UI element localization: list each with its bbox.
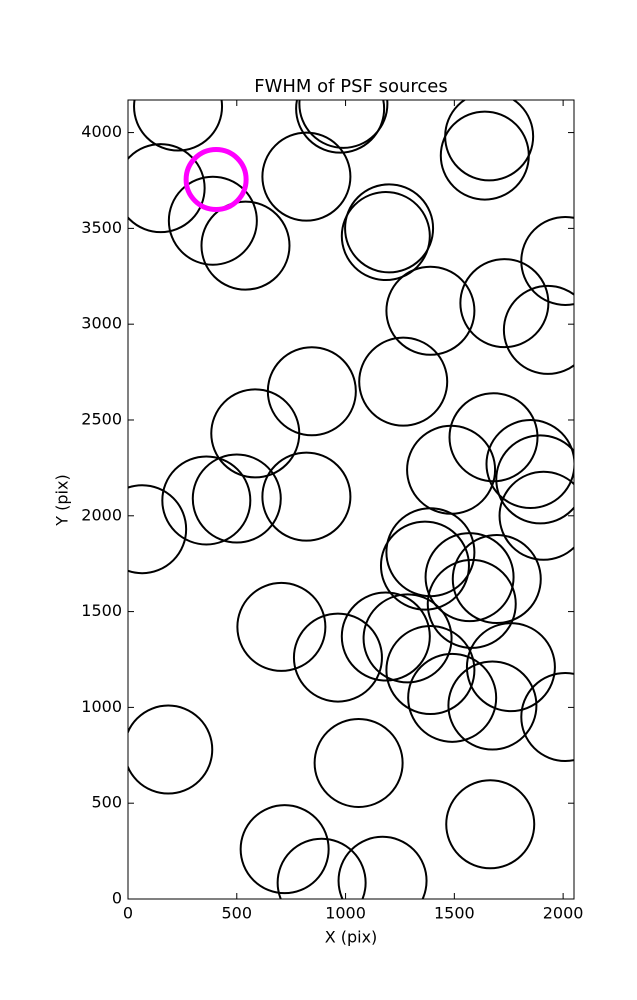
source-circle — [128, 704, 214, 795]
y-tick-label: 1500 — [81, 601, 122, 620]
plot-area — [128, 100, 574, 899]
y-tick-label: 3500 — [81, 218, 122, 237]
source-circle — [502, 284, 574, 375]
source-circle — [495, 434, 574, 525]
y-tick-label: 1000 — [81, 697, 122, 716]
source-circle — [167, 175, 258, 266]
y-tick-label: 2500 — [81, 409, 122, 428]
source-circle — [340, 591, 431, 682]
source-circle — [313, 717, 404, 808]
source-circle — [407, 652, 498, 743]
y-tick-label: 3000 — [81, 314, 122, 333]
source-circle — [344, 183, 435, 274]
source-circle — [385, 265, 476, 356]
source-circle — [451, 534, 542, 625]
source-circle — [520, 671, 574, 762]
source-circle — [459, 258, 550, 349]
y-tick-label: 0 — [112, 889, 122, 908]
source-circle — [261, 131, 352, 222]
x-tick-label: 500 — [222, 904, 253, 923]
source-circle — [236, 581, 327, 672]
x-tick-label: 2000 — [543, 904, 584, 923]
highlight-circle — [183, 147, 249, 213]
source-circle — [520, 215, 574, 306]
y-tick-label: 500 — [91, 793, 122, 812]
source-circle — [210, 388, 301, 479]
chart-title: FWHM of PSF sources — [254, 76, 448, 97]
x-axis-label: X (pix) — [325, 928, 378, 947]
source-circle — [379, 520, 470, 611]
source-circle — [337, 835, 428, 899]
source-circle — [295, 100, 386, 154]
source-circle — [498, 470, 574, 561]
source-circle — [276, 837, 367, 899]
x-tick-label: 0 — [123, 904, 133, 923]
source-circle — [298, 100, 389, 149]
y-axis-label: Y (pix) — [53, 474, 72, 526]
source-circle — [439, 110, 530, 201]
source-circle — [340, 191, 431, 282]
source-circle — [239, 804, 330, 895]
x-tick-label: 1500 — [434, 904, 475, 923]
source-circle — [261, 451, 352, 542]
source-circle — [465, 622, 556, 713]
source-circle — [445, 779, 536, 870]
source-circle — [128, 143, 206, 234]
source-circle — [200, 200, 291, 291]
source-circle — [358, 336, 449, 427]
x-tick-label: 1000 — [325, 904, 366, 923]
y-tick-label: 2000 — [81, 505, 122, 524]
source-circle — [362, 593, 453, 684]
source-circle — [133, 100, 224, 152]
source-circle — [485, 419, 574, 510]
axes-frame — [127, 99, 575, 900]
source-circle — [447, 660, 538, 751]
source-circle — [424, 532, 515, 623]
source-circle — [128, 484, 188, 575]
source-circle — [385, 625, 476, 716]
source-circle — [161, 455, 252, 546]
y-tick-label: 4000 — [81, 122, 122, 141]
source-circle — [191, 453, 282, 544]
source-circle — [292, 612, 383, 703]
